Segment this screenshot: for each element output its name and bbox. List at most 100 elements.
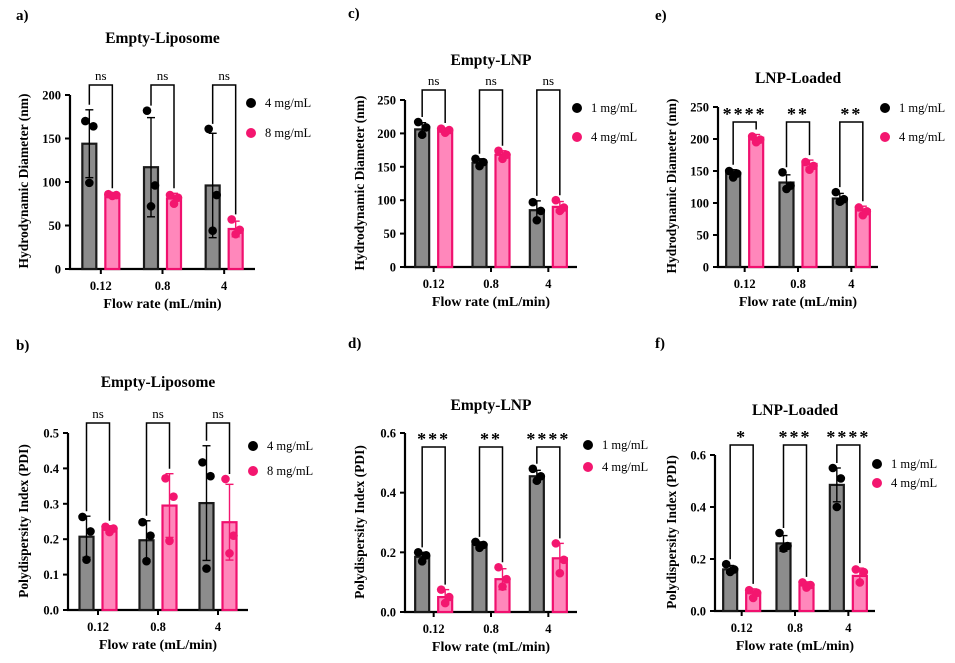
y-tick-label: 0.0: [380, 606, 396, 620]
x-tick-label: 0.8: [483, 622, 499, 636]
legend-dot-icon: [583, 462, 593, 472]
significance-bracket: [732, 121, 757, 165]
panel-label-e: e): [655, 8, 667, 24]
x-axis-label: Flow rate (mL/min): [98, 638, 218, 653]
data-point: [854, 203, 864, 212]
bar: [471, 161, 488, 269]
data-point: [502, 574, 511, 584]
legend-item: 4 mg/mL: [248, 439, 313, 453]
x-tick-label: 0.12: [734, 277, 756, 291]
x-axis-label: Flow rate (mL/min): [431, 295, 551, 310]
significance-label: ns: [92, 406, 104, 421]
data-point: [142, 556, 151, 566]
legend-item: 8 mg/mL: [248, 464, 313, 478]
y-tick-label: 0.1: [43, 568, 59, 582]
data-point: [85, 178, 94, 188]
legend-label: 4 mg/mL: [891, 476, 938, 490]
x-tick-label: 4: [845, 621, 852, 635]
data-point: [78, 512, 87, 522]
data-point: [725, 567, 735, 577]
legend-label: 4 mg/mL: [267, 439, 314, 453]
legend-label: 1 mg/mL: [899, 101, 946, 115]
legend-item: 8 mg/mL: [246, 126, 311, 140]
y-tick-label: 0.4: [380, 486, 396, 500]
panel-label-a: a): [16, 8, 29, 24]
significance-bracket: [421, 89, 446, 124]
data-point: [532, 215, 542, 225]
x-tick-label: 4: [221, 279, 228, 293]
bar: [831, 197, 848, 269]
data-point: [828, 463, 838, 473]
panel-label-b: b): [16, 338, 30, 354]
data-point: [146, 531, 155, 540]
significance-bracket: [150, 84, 175, 189]
bar: [437, 129, 454, 269]
bar: [551, 205, 568, 269]
y-tick-label: 100: [690, 197, 709, 211]
data-point: [802, 583, 811, 592]
x-tick-label: 4: [848, 277, 855, 291]
bar: [104, 193, 121, 271]
significance-label: ns: [212, 406, 224, 421]
data-point: [801, 157, 810, 167]
significance-bracket: [478, 89, 504, 154]
y-tick-label: 0.6: [690, 449, 706, 463]
data-point: [231, 229, 240, 239]
legend-item: 4 mg/mL: [880, 130, 945, 144]
legend-label: 1 mg/mL: [591, 101, 638, 115]
legend-label: 4 mg/mL: [591, 130, 638, 144]
significance-label: ns: [95, 68, 107, 83]
significance-label: ****: [826, 427, 870, 447]
y-tick-label: 200: [377, 127, 396, 141]
bar: [725, 171, 742, 269]
legend-dot-icon: [246, 98, 256, 108]
x-tick-label: 0.8: [483, 277, 499, 291]
bar: [494, 153, 511, 269]
y-tick-label: 0: [55, 263, 61, 277]
bar: [801, 162, 818, 269]
x-tick-label: 0.12: [731, 621, 753, 635]
panel-label-c: c): [348, 6, 360, 22]
data-point: [724, 166, 734, 176]
significance-bracket: [145, 422, 171, 516]
chart-plot: 0.0 0.1 0.2 0.3 0.4 0.5 0.12 0.8 4 ns ns ns: [43, 406, 248, 634]
significance-label: ns: [157, 68, 169, 83]
significance-label: **: [480, 429, 502, 449]
y-tick-label: 0.4: [690, 501, 706, 515]
data-point: [721, 559, 731, 569]
chart-plot: 0.00.20.40.60.12 0.8 4*** ** ****: [380, 427, 577, 636]
significance-bracket: [85, 422, 111, 521]
data-point: [555, 568, 565, 578]
data-point: [831, 187, 841, 197]
data-point: [212, 190, 221, 200]
panel-e: e) LNP-Loaded Hydrodynamic Diameter (nm)…: [630, 0, 955, 330]
x-tick-label: 0.12: [87, 620, 109, 634]
y-tick-label: 0.2: [43, 533, 59, 547]
data-point: [751, 137, 761, 147]
significance-bracket: [782, 444, 808, 577]
data-point: [858, 210, 868, 220]
bar: [414, 128, 431, 269]
legend-label: 8 mg/mL: [267, 464, 314, 478]
data-point: [471, 154, 480, 164]
significance-bracket: [211, 84, 237, 215]
panel-c: c) Empty-LNP Hydrodynamic Diameter (nm) …: [320, 0, 637, 330]
data-point: [835, 197, 845, 207]
legend-item: 1 mg/mL: [572, 101, 637, 115]
y-tick-label: 250: [377, 94, 396, 108]
data-point: [559, 555, 569, 565]
y-tick-label: 150: [690, 165, 709, 179]
y-tick-label: 50: [697, 229, 710, 243]
data-point: [836, 474, 846, 483]
data-point: [528, 197, 538, 207]
y-tick-label: 0.4: [43, 462, 59, 476]
legend-dot-icon: [880, 132, 890, 142]
data-point: [779, 544, 788, 553]
y-tick-label: 0: [390, 261, 396, 275]
legend-item: 4 mg/mL: [583, 460, 648, 474]
data-point: [138, 517, 147, 527]
chart-plot: 0 50 100 150 200 0.12 0.8 4 ns ns ns: [42, 68, 255, 293]
data-point: [440, 598, 450, 608]
x-axis-label: Flow rate (mL/min): [738, 295, 858, 310]
significance-bracket: [729, 444, 754, 584]
